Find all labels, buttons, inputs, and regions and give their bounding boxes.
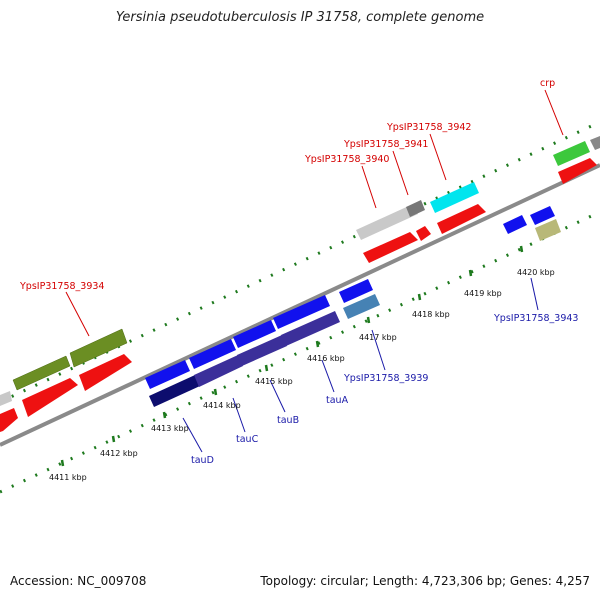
gene-arrow-red-3 — [79, 354, 132, 391]
genome-backbone — [0, 163, 600, 447]
label-tauD: tauD — [191, 455, 214, 466]
gene-arrow-olive-1 — [12, 355, 71, 391]
gene-tauD — [149, 375, 200, 407]
gene-tauB — [237, 335, 287, 366]
kbp-label-4417: 4417 kbp — [359, 333, 397, 342]
gene-arrow-red-7 — [558, 158, 597, 184]
gene-arrow-blue-7 — [530, 206, 555, 225]
gene-3943 — [535, 219, 561, 241]
label-3939: YpsIP31758_3939 — [343, 373, 428, 384]
kbp-label-4414: 4414 kbp — [203, 401, 241, 410]
gene-arrow-crp — [553, 141, 590, 166]
gene-arrow-blue-2 — [189, 339, 236, 369]
kbp-label-4416: 4416 kbp — [307, 354, 345, 363]
gene-arrow-grey-right — [590, 136, 600, 150]
gene-arrow-blue-3 — [233, 320, 276, 348]
label-tauB: tauB — [277, 415, 299, 426]
kbp-major-ticks — [60, 245, 524, 467]
kbp-label-4420: 4420 kbp — [517, 268, 555, 277]
label-3942: YpsIP31758_3942 — [386, 122, 471, 133]
gene-3939 — [343, 294, 380, 319]
gene-arrow-red-4 — [363, 232, 418, 263]
gene-arrow-3940 — [356, 204, 418, 240]
gene-arrow-blue-1 — [145, 360, 190, 389]
kbp-label-4419: 4419 kbp — [464, 289, 502, 298]
label-3943: YpsIP31758_3943 — [493, 313, 578, 324]
kbp-label-4413: 4413 kbp — [151, 424, 189, 433]
gene-arrow-blue-4 — [273, 295, 330, 329]
gene-arrow-3940-tip — [406, 200, 425, 217]
topology-text: Topology: circular; Length: 4,723,306 bp… — [260, 574, 590, 588]
label-3941: YpsIP31758_3941 — [343, 139, 428, 150]
gene-arrow-blue-5 — [339, 279, 373, 303]
gene-arrow-red-1 — [0, 408, 18, 432]
gene-arrow-red-6 — [437, 204, 486, 234]
label-tauC: tauC — [236, 434, 259, 445]
kbp-label-4412: 4412 kbp — [100, 449, 138, 458]
gene-arrow-olive-2 — [69, 328, 128, 368]
gene-tauA — [281, 311, 340, 346]
label-tauA: tauA — [326, 395, 349, 406]
gene-arrow-grey-left — [0, 391, 12, 406]
leader-lines — [65, 89, 564, 453]
label-crp: crp — [540, 78, 555, 89]
accession-text: Accession: NC_009708 — [10, 574, 147, 588]
gene-arrow-red-2 — [22, 378, 78, 417]
label-3940: YpsIP31758_3940 — [304, 154, 389, 165]
kbp-label-4418: 4418 kbp — [412, 310, 450, 319]
kbp-label-4415: 4415 kbp — [255, 377, 293, 386]
gene-tauC — [194, 355, 243, 387]
gene-arrow-red-5 — [416, 226, 431, 241]
map-title: Yersinia pseudotuberculosis IP 31758, co… — [115, 10, 485, 25]
label-3934: YpsIP31758_3934 — [19, 281, 104, 292]
gene-arrow-3941 — [430, 182, 479, 213]
kbp-label-4411: 4411 kbp — [49, 473, 87, 482]
gene-arrow-blue-6 — [503, 215, 527, 234]
